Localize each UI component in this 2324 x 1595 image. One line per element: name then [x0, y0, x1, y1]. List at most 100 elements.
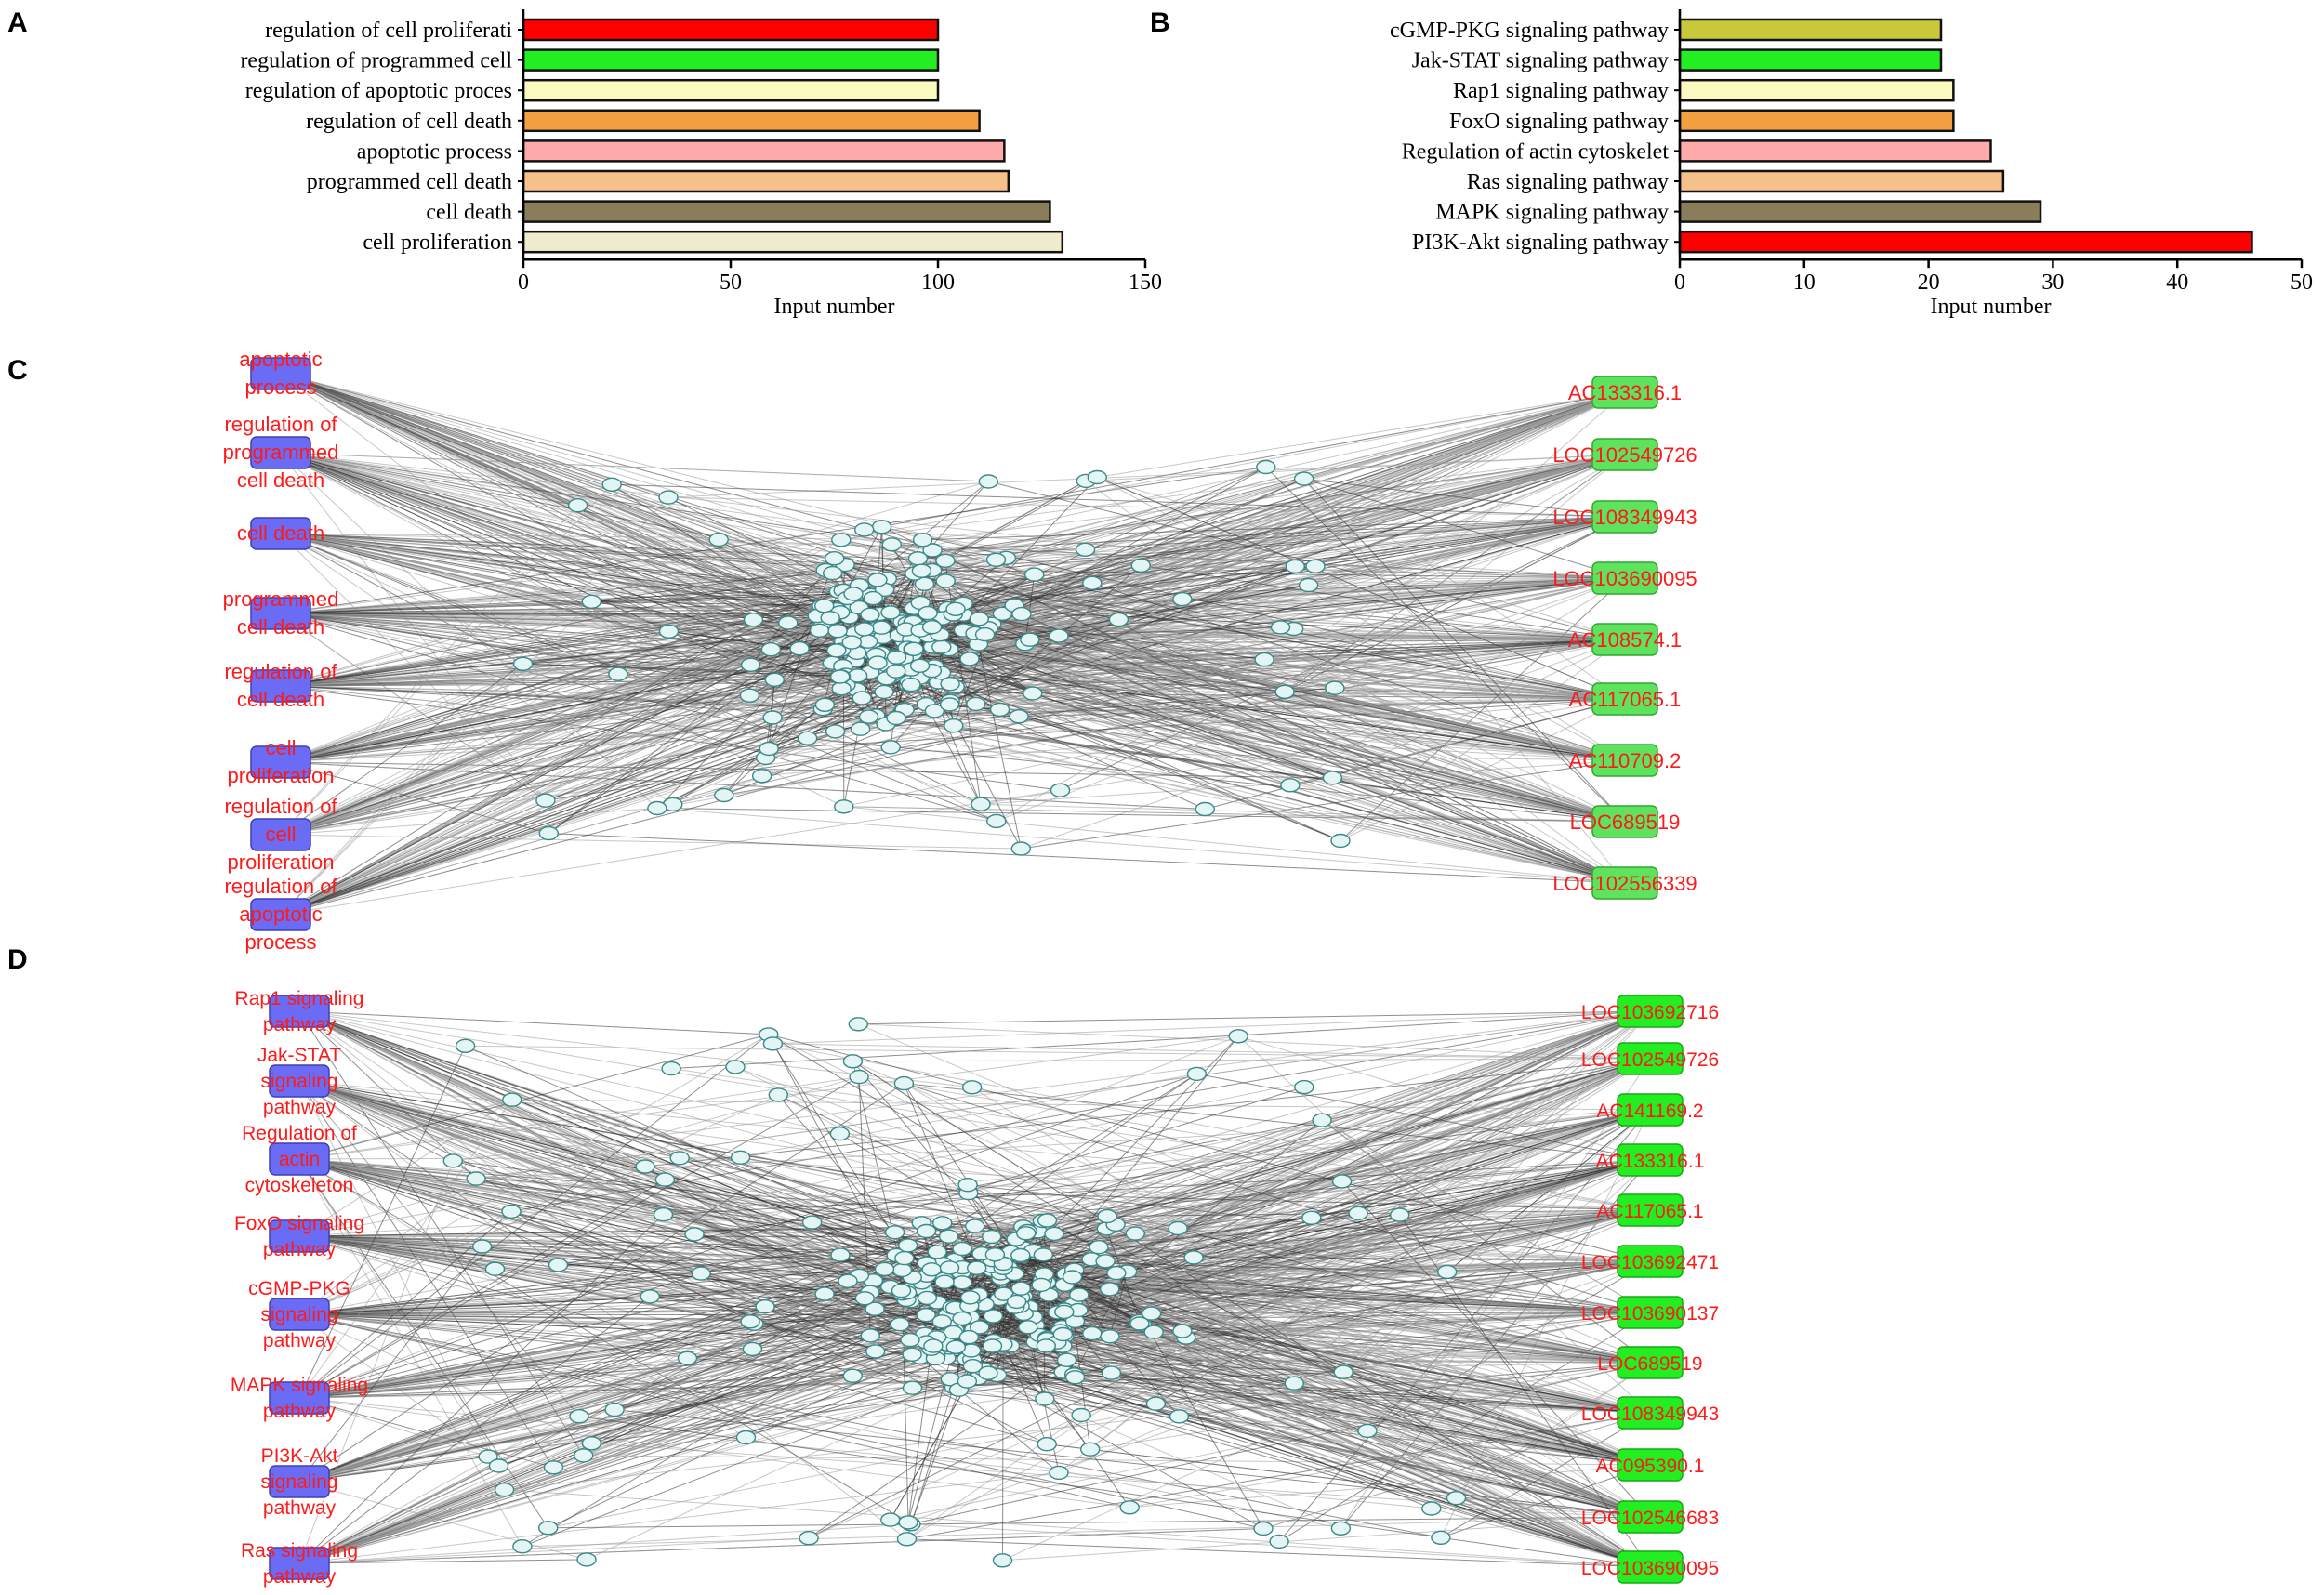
x-tick-label: 40 [2166, 270, 2188, 295]
target-hub [1617, 1448, 1684, 1482]
gene-node [576, 1552, 597, 1567]
edge [298, 1214, 664, 1237]
edge [869, 391, 1626, 615]
source-node-label: signaling [261, 1304, 338, 1325]
gene-node [1186, 1066, 1208, 1082]
gene-node [959, 1290, 981, 1305]
edge [298, 1210, 512, 1315]
edge [862, 697, 1626, 823]
gene-node [966, 1260, 987, 1275]
source-node-label: pathway [263, 1566, 337, 1588]
edge [1097, 391, 1626, 478]
edge [876, 653, 1626, 823]
edge [298, 1282, 963, 1483]
gene-node [574, 1448, 594, 1463]
gene-node [1108, 612, 1129, 627]
gene-node [1069, 1287, 1089, 1302]
gene-node [743, 613, 764, 627]
gene-node [1023, 686, 1043, 701]
gene-node [512, 656, 534, 671]
gene-node [455, 1038, 476, 1054]
edge [1078, 1294, 1651, 1466]
gene-node [762, 1036, 784, 1051]
edge [765, 639, 1626, 758]
gene-node [922, 543, 943, 558]
network-d: Rap1 signaling pathway Jak-STAT signaling pa… [231, 988, 1719, 1588]
edge [1060, 1119, 1323, 1332]
target-node-label: AC108574.1 [1568, 628, 1682, 652]
edge [1025, 1109, 1651, 1234]
source-hub [250, 745, 311, 779]
edge [839, 1133, 1142, 1325]
gene-node [823, 565, 843, 581]
edge [280, 481, 989, 687]
gene-node [957, 1374, 978, 1389]
edge [476, 1010, 1651, 1180]
edge [280, 533, 592, 602]
gene-node [798, 731, 818, 745]
edge [1182, 599, 1626, 640]
edge [1141, 564, 1626, 640]
gene-node [985, 552, 1007, 567]
edge [976, 1267, 1651, 1518]
edge [1044, 1209, 1651, 1275]
edge [280, 717, 773, 836]
gene-node [1254, 652, 1274, 667]
edge [298, 1343, 999, 1564]
category-label: regulation of apoptotic proces [245, 79, 512, 103]
edge [298, 1158, 523, 1547]
gene-node [789, 641, 810, 656]
gene-node [858, 709, 879, 724]
edge [1032, 692, 1626, 884]
gene-node [1333, 1364, 1353, 1379]
edge [1142, 1324, 1651, 1568]
gene-node [735, 1430, 757, 1445]
gene-node [1322, 771, 1343, 785]
gene-node [1015, 1226, 1037, 1241]
gene-node [986, 813, 1007, 829]
edge [298, 1375, 853, 1399]
gene-node [886, 650, 907, 665]
edge [950, 565, 1296, 702]
edge [591, 516, 1626, 602]
gene-node [957, 1177, 978, 1193]
bar [1678, 109, 1955, 133]
edge [885, 723, 1626, 884]
gene-node [825, 724, 846, 739]
gene-node [1293, 471, 1314, 486]
gene-node [982, 1338, 1003, 1353]
target-hub [1591, 623, 1658, 656]
edge [298, 1034, 770, 1399]
target-node-label: LOC689519 [1570, 811, 1681, 834]
edge [932, 646, 1626, 700]
edge [1043, 1254, 1651, 1262]
gene-node [865, 1301, 885, 1316]
edge [817, 615, 1626, 884]
edge [1303, 478, 1626, 700]
edge [482, 1246, 1111, 1338]
edge [668, 630, 847, 686]
gene-node [1095, 1254, 1116, 1269]
gene-node [961, 1080, 983, 1095]
gene-node [902, 1347, 922, 1362]
gene-node [934, 1274, 955, 1289]
gene-node [1228, 1029, 1248, 1044]
source-node-label: process [244, 930, 316, 954]
gene-node [1089, 1239, 1109, 1255]
source-node-label: Jak-STAT [257, 1045, 341, 1066]
edge [280, 709, 905, 916]
panel-letter-b: B [1150, 7, 1170, 38]
target-hub [1617, 1193, 1684, 1227]
target-hub [1591, 805, 1658, 838]
edge [912, 653, 1626, 700]
edge [1314, 565, 1626, 761]
edge [280, 452, 658, 809]
edge [894, 1058, 1651, 1233]
gene-node [1285, 559, 1306, 574]
edge [280, 452, 578, 507]
source-hub [250, 517, 311, 550]
edge [928, 516, 1626, 637]
gene-node [1141, 1306, 1162, 1321]
target-hub [1617, 1245, 1684, 1278]
edge [993, 1340, 1651, 1568]
